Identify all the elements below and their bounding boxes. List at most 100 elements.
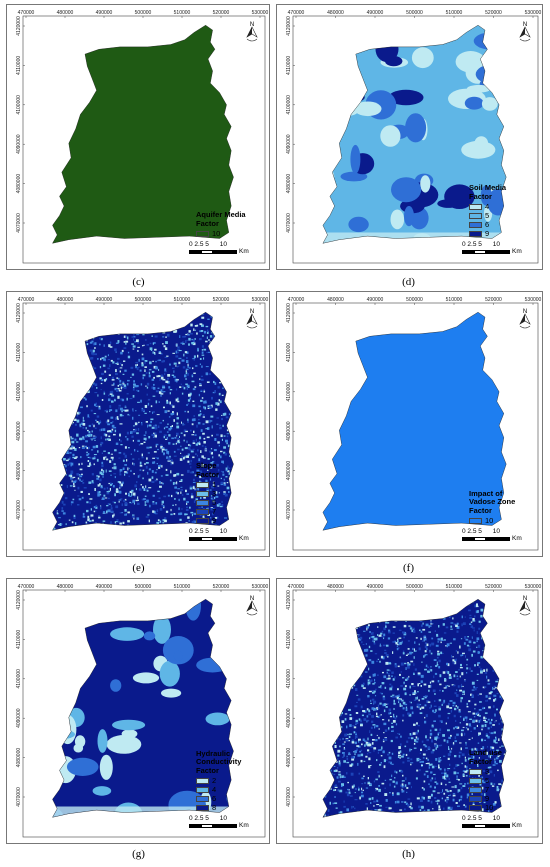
legend-swatch: [196, 786, 209, 793]
x-tick-label: 520000: [213, 10, 230, 16]
y-tick-label: 4120000: [286, 16, 292, 36]
legend-swatch: [196, 499, 209, 506]
x-tick-label: 530000: [252, 297, 269, 303]
legend-value: 4: [212, 785, 217, 794]
legend-swatch: [196, 777, 209, 784]
legend-value: 10: [485, 516, 494, 525]
legend-title: Hydraulic Conductivity Factor: [196, 748, 242, 775]
legend-swatch: [469, 804, 482, 811]
scale-numbers: 0 2.5 5 10: [189, 528, 227, 535]
y-tick-label: 4070000: [16, 787, 22, 807]
legend-item: 2: [196, 776, 241, 785]
x-tick-label: 480000: [57, 10, 74, 16]
legend-item: 7: [196, 507, 219, 516]
scale-graphic: Km: [462, 535, 522, 542]
map-panel-5: 470000 480000 490000 500000 510000 520000 5300…: [6, 578, 270, 844]
legend-item: 4: [196, 785, 241, 794]
x-tick-label: 510000: [446, 10, 463, 16]
scale-unit: Km: [512, 822, 522, 829]
north-letter: N: [250, 309, 254, 315]
y-tick-label: 4070000: [286, 213, 292, 233]
scale-bar: 0 2.5 5 10 Km: [189, 528, 249, 542]
legend-swatch: [469, 517, 482, 524]
scale-unit: Km: [512, 535, 522, 542]
x-tick-label: 500000: [406, 297, 423, 303]
legend-swatch: [196, 804, 209, 811]
y-tick-label: 4080000: [16, 748, 22, 768]
scale-numbers: 0 2.5 5 10: [189, 241, 227, 248]
x-tick-label: 500000: [135, 584, 152, 590]
map-canvas: 470000 480000 490000 500000 510000 520000 5300…: [286, 584, 542, 838]
x-tick-label: 470000: [288, 584, 305, 590]
legend-swatch: [469, 230, 482, 237]
x-tick-label: 480000: [327, 584, 344, 590]
study-area-map: [52, 312, 234, 531]
panel-label: (e): [132, 562, 145, 574]
legend-item: 4: [469, 202, 506, 211]
map-frame: [292, 15, 539, 264]
x-tick-label: 510000: [174, 10, 191, 16]
legend-item: 5: [469, 776, 502, 785]
x-tick-label: 510000: [446, 297, 463, 303]
legend-swatch: [196, 230, 209, 237]
scale-unit: Km: [512, 248, 522, 255]
legend-item: 8: [196, 803, 241, 812]
x-tick-label: 520000: [213, 584, 230, 590]
legend-item: 5: [469, 211, 506, 220]
y-tick-label: 4080000: [286, 748, 292, 768]
x-tick-label: 470000: [288, 297, 305, 303]
y-tick-label: 4110000: [286, 343, 292, 362]
panel-label: (f): [403, 562, 414, 574]
legend-value: 6: [212, 794, 217, 803]
x-tick-label: 530000: [525, 584, 542, 590]
y-tick-label: 4070000: [286, 500, 292, 520]
y-tick-label: 4100000: [286, 669, 292, 689]
legend-title: Land use Factor: [469, 748, 502, 766]
y-tick-label: 4110000: [16, 630, 22, 649]
legend-item: 7: [469, 785, 502, 794]
legend-swatch: [469, 786, 482, 793]
y-tick-label: 4090000: [286, 708, 292, 728]
legend-swatch: [469, 777, 482, 784]
x-tick-label: 500000: [406, 10, 423, 16]
legend-title: Soil Media Factor: [469, 183, 507, 201]
scale-unit: Km: [239, 248, 249, 255]
y-tick-label: 4070000: [16, 500, 22, 520]
legend-value: 9: [485, 229, 490, 238]
x-tick-label: 500000: [135, 297, 152, 303]
panel-label: (g): [132, 848, 145, 860]
legend-item: 6: [469, 220, 506, 229]
y-tick-label: 4080000: [16, 174, 22, 194]
y-tick-label: 4120000: [286, 590, 292, 610]
legend-item: 3: [469, 767, 502, 776]
y-tick-label: 4120000: [16, 16, 22, 36]
legend-value: 10: [212, 229, 221, 238]
legend: Aquifer Media Factor 10: [196, 210, 246, 238]
scale-graphic: Km: [189, 248, 249, 255]
north-arrow-icon: N: [518, 19, 532, 45]
legend-value: 8: [212, 803, 217, 812]
legend: Hydraulic Conductivity Factor 2 4 6 8: [196, 748, 242, 812]
map-canvas: 470000 480000 490000 500000 510000 520000 5300…: [286, 297, 542, 551]
y-tick-label: 4080000: [16, 461, 22, 481]
x-tick-label: 510000: [446, 584, 463, 590]
y-tick-label: 4090000: [16, 421, 22, 441]
x-tick-label: 490000: [96, 10, 113, 16]
scale-numbers: 0 2.5 5 10: [462, 815, 500, 822]
legend-swatch: [196, 795, 209, 802]
legend-title: Impact of Vadose Zone Factor: [469, 488, 516, 515]
y-tick-label: 4090000: [286, 134, 292, 154]
x-tick-label: 490000: [367, 584, 384, 590]
legend-item: 6: [196, 794, 241, 803]
legend-value: 3: [212, 489, 217, 498]
y-tick-label: 4100000: [286, 95, 292, 115]
legend-value: 9: [485, 794, 490, 803]
y-tick-label: 4090000: [16, 708, 22, 728]
panel-label: (c): [132, 276, 145, 288]
x-tick-label: 470000: [18, 297, 35, 303]
legend: Impact of Vadose Zone Factor 10: [469, 488, 516, 525]
north-arrow-icon: N: [518, 306, 532, 332]
north-arrow-icon: N: [245, 306, 259, 332]
legend-swatch: [469, 212, 482, 219]
x-tick-label: 490000: [367, 297, 384, 303]
